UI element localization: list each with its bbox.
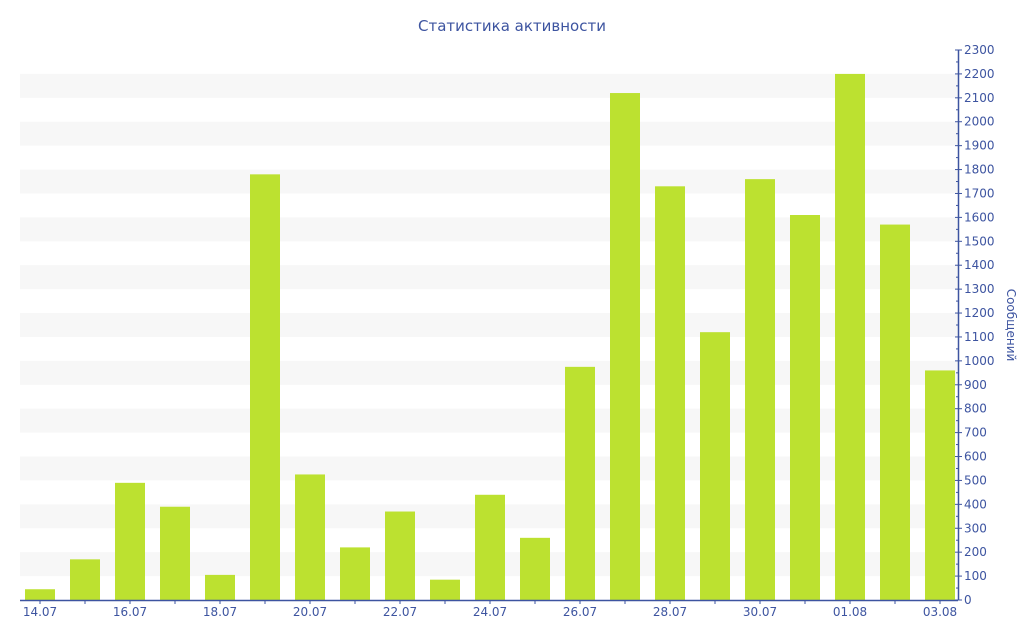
bar-25.07 [520, 537, 550, 600]
x-tick-label: 28.07 [653, 605, 687, 619]
y-tick-label: 400 [964, 497, 987, 511]
bar-23.07 [430, 579, 460, 600]
y-tick-label: 300 [964, 521, 987, 535]
x-tick-label: 20.07 [293, 605, 327, 619]
bar-15.07 [70, 559, 100, 600]
bar-16.07 [115, 482, 145, 600]
bar-20.07 [295, 474, 325, 600]
y-tick-label: 1400 [964, 258, 995, 272]
grid-band [20, 73, 958, 98]
y-tick-label: 1000 [964, 354, 995, 368]
x-tick-label: 30.07 [743, 605, 777, 619]
x-tick-label: 22.07 [383, 605, 417, 619]
y-tick-label: 200 [964, 545, 987, 559]
y-tick-label: 2200 [964, 67, 995, 81]
y-tick-label: 1600 [964, 210, 995, 224]
y-tick-label: 2100 [964, 91, 995, 105]
bar-18.07 [205, 574, 235, 600]
y-tick-label: 1200 [964, 306, 995, 320]
bar-17.07 [160, 506, 190, 600]
y-tick-label: 1100 [964, 330, 995, 344]
y-tick-label: 2300 [964, 43, 995, 57]
x-tick-label: 14.07 [23, 605, 57, 619]
y-tick-label: 900 [964, 378, 987, 392]
x-tick-label: 18.07 [203, 605, 237, 619]
y-tick-label: 1500 [964, 234, 995, 248]
bar-19.07 [250, 174, 280, 600]
y-tick-label: 2000 [964, 115, 995, 129]
y-tick-label: 1300 [964, 282, 995, 296]
bar-26.07 [565, 366, 595, 600]
x-tick-label: 03.08 [923, 605, 957, 619]
y-tick-label: 1800 [964, 163, 995, 177]
y-tick-label: 1700 [964, 186, 995, 200]
bar-27.07 [610, 93, 640, 600]
y-tick-label: 100 [964, 569, 987, 583]
bar-02.08 [880, 224, 910, 600]
y-tick-label: 0 [964, 593, 972, 607]
chart-title: Статистика активности [418, 17, 606, 35]
x-tick-label: 01.08 [833, 605, 867, 619]
y-axis: 0 100 200 300 400 500 600 700 800 900 1000 1100 1200… [955, 43, 995, 607]
bar-28.07 [655, 186, 685, 600]
y-tick-label: 600 [964, 450, 987, 464]
y-tick-label: 800 [964, 402, 987, 416]
grid-band [20, 121, 958, 146]
bar-03.08 [925, 370, 955, 600]
bar-22.07 [385, 511, 415, 600]
bar-24.07 [475, 494, 505, 600]
y-axis-label: Сообщений [1004, 289, 1018, 362]
bar-31.07 [790, 215, 820, 600]
bar-01.08 [835, 73, 865, 601]
x-tick-label: 24.07 [473, 605, 507, 619]
x-tick-label: 26.07 [563, 605, 597, 619]
y-tick-label: 500 [964, 473, 987, 487]
y-tick-label: 700 [964, 426, 987, 440]
bar-14.07 [25, 589, 55, 600]
bar-29.07 [700, 332, 730, 600]
x-tick-label: 16.07 [113, 605, 147, 619]
y-tick-label: 1900 [964, 139, 995, 153]
bar-30.07 [745, 179, 775, 600]
bars [25, 73, 955, 601]
x-axis: 14.07 16.07 18.07 20.07 22.07 24.07 26.07 28.07… [20, 599, 958, 619]
grid-band [20, 169, 958, 194]
bar-21.07 [340, 547, 370, 600]
